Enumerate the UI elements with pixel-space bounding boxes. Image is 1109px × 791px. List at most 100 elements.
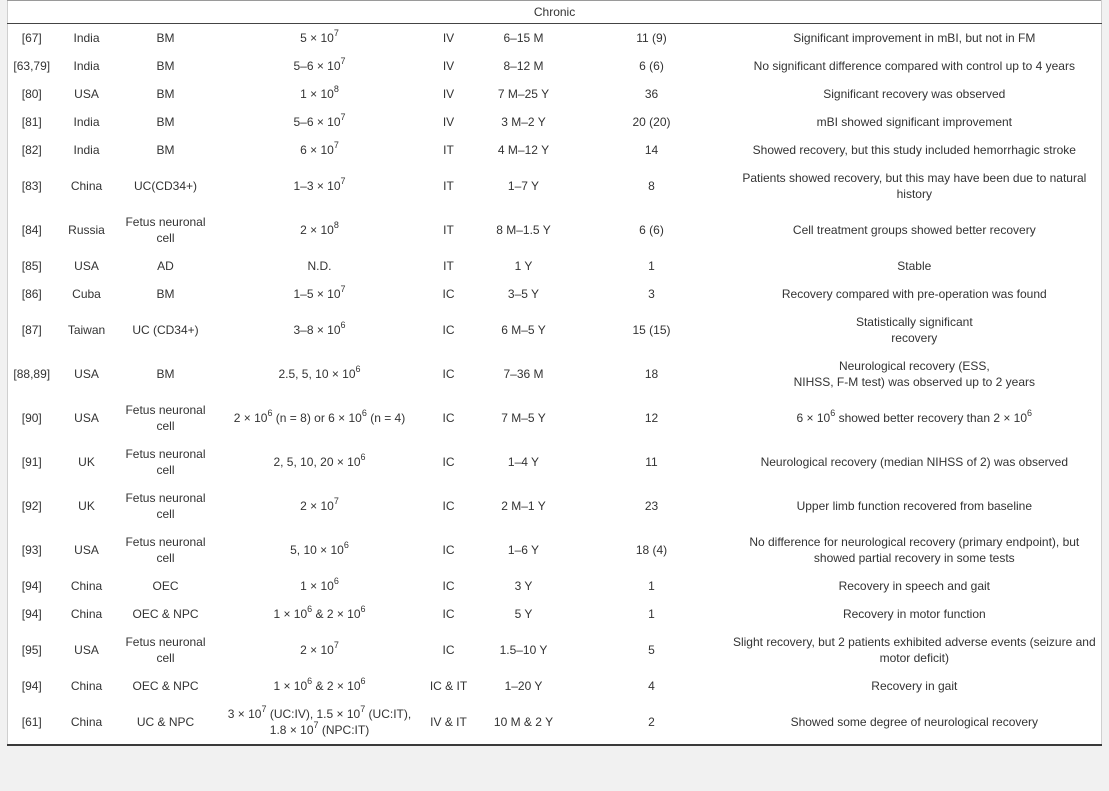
- country-cell: USA: [55, 252, 118, 280]
- reference-cell: [80]: [7, 80, 56, 108]
- table-body: [67] India BM 5 × 107 IV 6–15 M 11 (9) Signific…: [7, 23, 1102, 745]
- dose-cell: 1 × 108: [213, 80, 426, 108]
- reference-cell: [87]: [7, 308, 56, 352]
- route-cell: IV: [425, 108, 472, 136]
- dose-cell: 5–6 × 107: [213, 52, 426, 80]
- cell-type-cell: Fetus neuronal cell: [117, 528, 214, 572]
- reference-cell: [82]: [7, 136, 56, 164]
- cell-type-cell: BM: [117, 280, 214, 308]
- outcome-cell: Neurological recovery (ESS, NIHSS, F-M te…: [727, 352, 1102, 396]
- reference-cell: [90]: [7, 396, 56, 440]
- outcome-cell: Slight recovery, but 2 patients exhibite…: [727, 628, 1102, 672]
- table-row: [80] USA BM 1 × 108 IV 7 M–25 Y 36 Significant …: [7, 80, 1102, 108]
- n-cell: 23: [575, 484, 728, 528]
- route-cell: IC: [425, 628, 472, 672]
- table-row: [91] UK Fetus neuronal cell 2, 5, 10, 20 × …: [7, 440, 1102, 484]
- time-cell: 7–36 M: [471, 352, 576, 396]
- cell-type-cell: OEC: [117, 572, 214, 600]
- outcome-cell: Neurological recovery (median NIHSS of 2…: [727, 440, 1102, 484]
- n-cell: 1: [575, 600, 728, 628]
- reference-cell: [84]: [7, 208, 56, 252]
- country-cell: India: [55, 52, 118, 80]
- route-cell: IV: [425, 80, 472, 108]
- outcome-cell: Recovery in gait: [727, 672, 1102, 700]
- table-row: [81] India BM 5–6 × 107 IV 3 M–2 Y 20 (20) mBI …: [7, 108, 1102, 136]
- route-cell: IT: [425, 252, 472, 280]
- country-cell: UK: [55, 440, 118, 484]
- table-row: [67] India BM 5 × 107 IV 6–15 M 11 (9) Signific…: [7, 23, 1102, 52]
- table-row: [90] USA Fetus neuronal cell 2 × 106 (n = 8…: [7, 396, 1102, 440]
- table-row: [94] China OEC 1 × 106 IC 3 Y 1 Recovery in spe…: [7, 572, 1102, 600]
- outcome-cell: Showed recovery, but this study included…: [727, 136, 1102, 164]
- table-row: [85] USA AD N.D. IT 1 Y 1 Stable: [7, 252, 1102, 280]
- cell-type-cell: AD: [117, 252, 214, 280]
- cell-type-cell: Fetus neuronal cell: [117, 208, 214, 252]
- route-cell: IC & IT: [425, 672, 472, 700]
- n-cell: 1: [575, 252, 728, 280]
- cell-type-cell: BM: [117, 108, 214, 136]
- n-cell: 8: [575, 164, 728, 208]
- country-cell: Russia: [55, 208, 118, 252]
- table-row: [61] China UC & NPC 3 × 107 (UC:IV), 1.5 × …: [7, 700, 1102, 745]
- n-cell: 15 (15): [575, 308, 728, 352]
- table-row: [95] USA Fetus neuronal cell 2 × 107 IC 1.5–1…: [7, 628, 1102, 672]
- country-cell: USA: [55, 528, 118, 572]
- route-cell: IT: [425, 136, 472, 164]
- table-head: Chronic: [7, 0, 1102, 24]
- cell-type-cell: UC(CD34+): [117, 164, 214, 208]
- n-cell: 3: [575, 280, 728, 308]
- dose-cell: 1 × 106 & 2 × 106: [213, 672, 426, 700]
- country-cell: China: [55, 572, 118, 600]
- dose-cell: 6 × 107: [213, 136, 426, 164]
- dose-cell: 1–3 × 107: [213, 164, 426, 208]
- route-cell: IC: [425, 308, 472, 352]
- cell-type-cell: OEC & NPC: [117, 672, 214, 700]
- outcome-cell: Statistically significant recovery: [727, 308, 1102, 352]
- table-row: [84] Russia Fetus neuronal cell 2 × 108 IT 8 …: [7, 208, 1102, 252]
- outcome-cell: Significant recovery was observed: [727, 80, 1102, 108]
- table-row: [94] China OEC & NPC 1 × 106 & 2 × 106 IC & …: [7, 672, 1102, 700]
- route-cell: IC: [425, 600, 472, 628]
- reference-cell: [63,79]: [7, 52, 56, 80]
- outcome-cell: Showed some degree of neurological recov…: [727, 700, 1102, 745]
- n-cell: 6 (6): [575, 208, 728, 252]
- n-cell: 4: [575, 672, 728, 700]
- time-cell: 8–12 M: [471, 52, 576, 80]
- route-cell: IT: [425, 164, 472, 208]
- reference-cell: [94]: [7, 572, 56, 600]
- table-row: [83] China UC(CD34+) 1–3 × 107 IT 1–7 Y 8 Patie…: [7, 164, 1102, 208]
- reference-cell: [85]: [7, 252, 56, 280]
- dose-cell: 2.5, 5, 10 × 106: [213, 352, 426, 396]
- country-cell: Taiwan: [55, 308, 118, 352]
- dose-cell: N.D.: [213, 252, 426, 280]
- route-cell: IC: [425, 352, 472, 396]
- dose-cell: 1–5 × 107: [213, 280, 426, 308]
- outcome-cell: No significant difference compared with …: [727, 52, 1102, 80]
- n-cell: 18: [575, 352, 728, 396]
- reference-cell: [93]: [7, 528, 56, 572]
- table-row: [94] China OEC & NPC 1 × 106 & 2 × 106 IC 5 Y…: [7, 600, 1102, 628]
- table-row: [86] Cuba BM 1–5 × 107 IC 3–5 Y 3 Recovery comp…: [7, 280, 1102, 308]
- dose-cell: 3–8 × 106: [213, 308, 426, 352]
- outcome-cell: No difference for neurological recovery …: [727, 528, 1102, 572]
- country-cell: China: [55, 672, 118, 700]
- dose-cell: 3 × 107 (UC:IV), 1.5 × 107 (UC:IT), 1.8 ×…: [213, 700, 426, 745]
- section-header-row: Chronic: [7, 0, 1102, 24]
- cell-type-cell: BM: [117, 80, 214, 108]
- country-cell: USA: [55, 352, 118, 396]
- time-cell: 7 M–25 Y: [471, 80, 576, 108]
- time-cell: 6 M–5 Y: [471, 308, 576, 352]
- outcome-cell: Significant improvement in mBI, but not …: [727, 23, 1102, 52]
- time-cell: 1.5–10 Y: [471, 628, 576, 672]
- reference-cell: [94]: [7, 600, 56, 628]
- country-cell: India: [55, 23, 118, 52]
- dose-cell: 5 × 107: [213, 23, 426, 52]
- n-cell: 12: [575, 396, 728, 440]
- time-cell: 10 M & 2 Y: [471, 700, 576, 745]
- n-cell: 11 (9): [575, 23, 728, 52]
- outcome-cell: Recovery in speech and gait: [727, 572, 1102, 600]
- reference-cell: [83]: [7, 164, 56, 208]
- cell-type-cell: BM: [117, 352, 214, 396]
